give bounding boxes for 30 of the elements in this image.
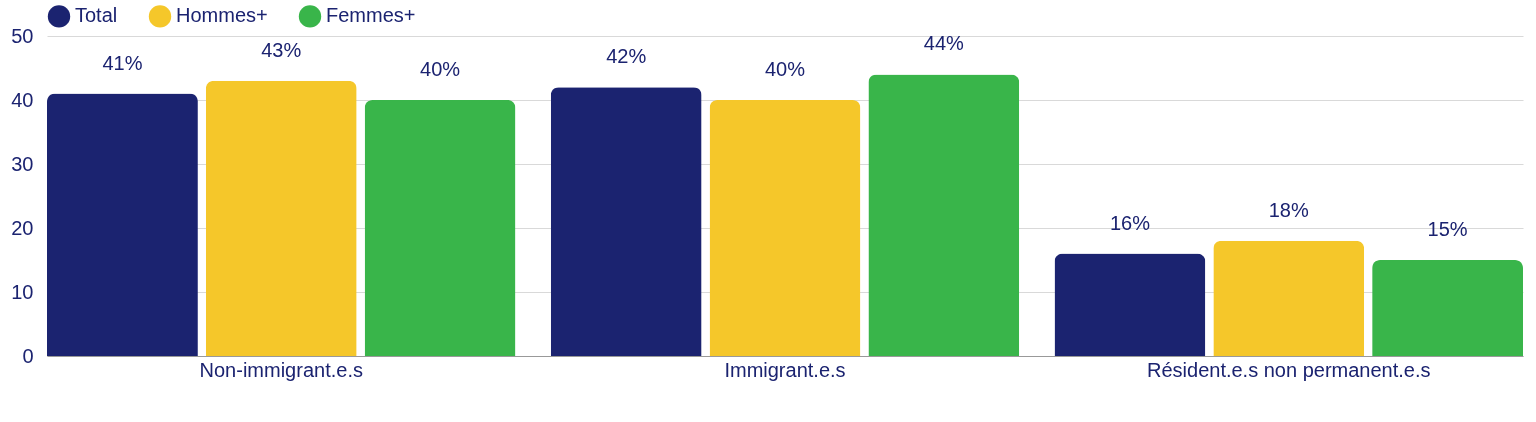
y-tick-label: 0 [22, 344, 34, 367]
y-tick-label: 40 [11, 88, 34, 111]
bar [709, 100, 861, 356]
bar [205, 80, 357, 356]
data-label: 44% [923, 32, 965, 55]
data-label: 42% [606, 45, 647, 68]
legend-label: Femmes+ [326, 4, 416, 27]
data-label: 40% [420, 58, 461, 80]
x-tick-label: Non-immigrant.e.s [199, 358, 363, 381]
bar [1213, 240, 1365, 356]
data-label: 18% [1268, 198, 1309, 221]
bar [1054, 253, 1206, 356]
legend-label: Hommes+ [176, 4, 268, 27]
y-tick-label: 20 [11, 216, 34, 239]
x-tick-label: Immigrant.e.s [724, 358, 846, 381]
bar [1372, 260, 1523, 356]
data-label: 41% [102, 51, 143, 74]
bar [364, 100, 516, 356]
y-tick-label: 10 [11, 280, 34, 303]
data-label: 16% [1109, 211, 1151, 234]
legend-label: Total [75, 4, 118, 27]
bar [47, 93, 198, 356]
data-label: 15% [1427, 218, 1468, 240]
bar [550, 87, 702, 356]
y-tick-label: 30 [11, 152, 34, 175]
x-tick-label: Résident.e.s non permanent.e.s [1147, 358, 1431, 381]
data-label: 40% [764, 58, 806, 80]
y-tick-label: 50 [11, 24, 34, 47]
data-label: 43% [261, 38, 302, 61]
bar [868, 74, 1020, 356]
